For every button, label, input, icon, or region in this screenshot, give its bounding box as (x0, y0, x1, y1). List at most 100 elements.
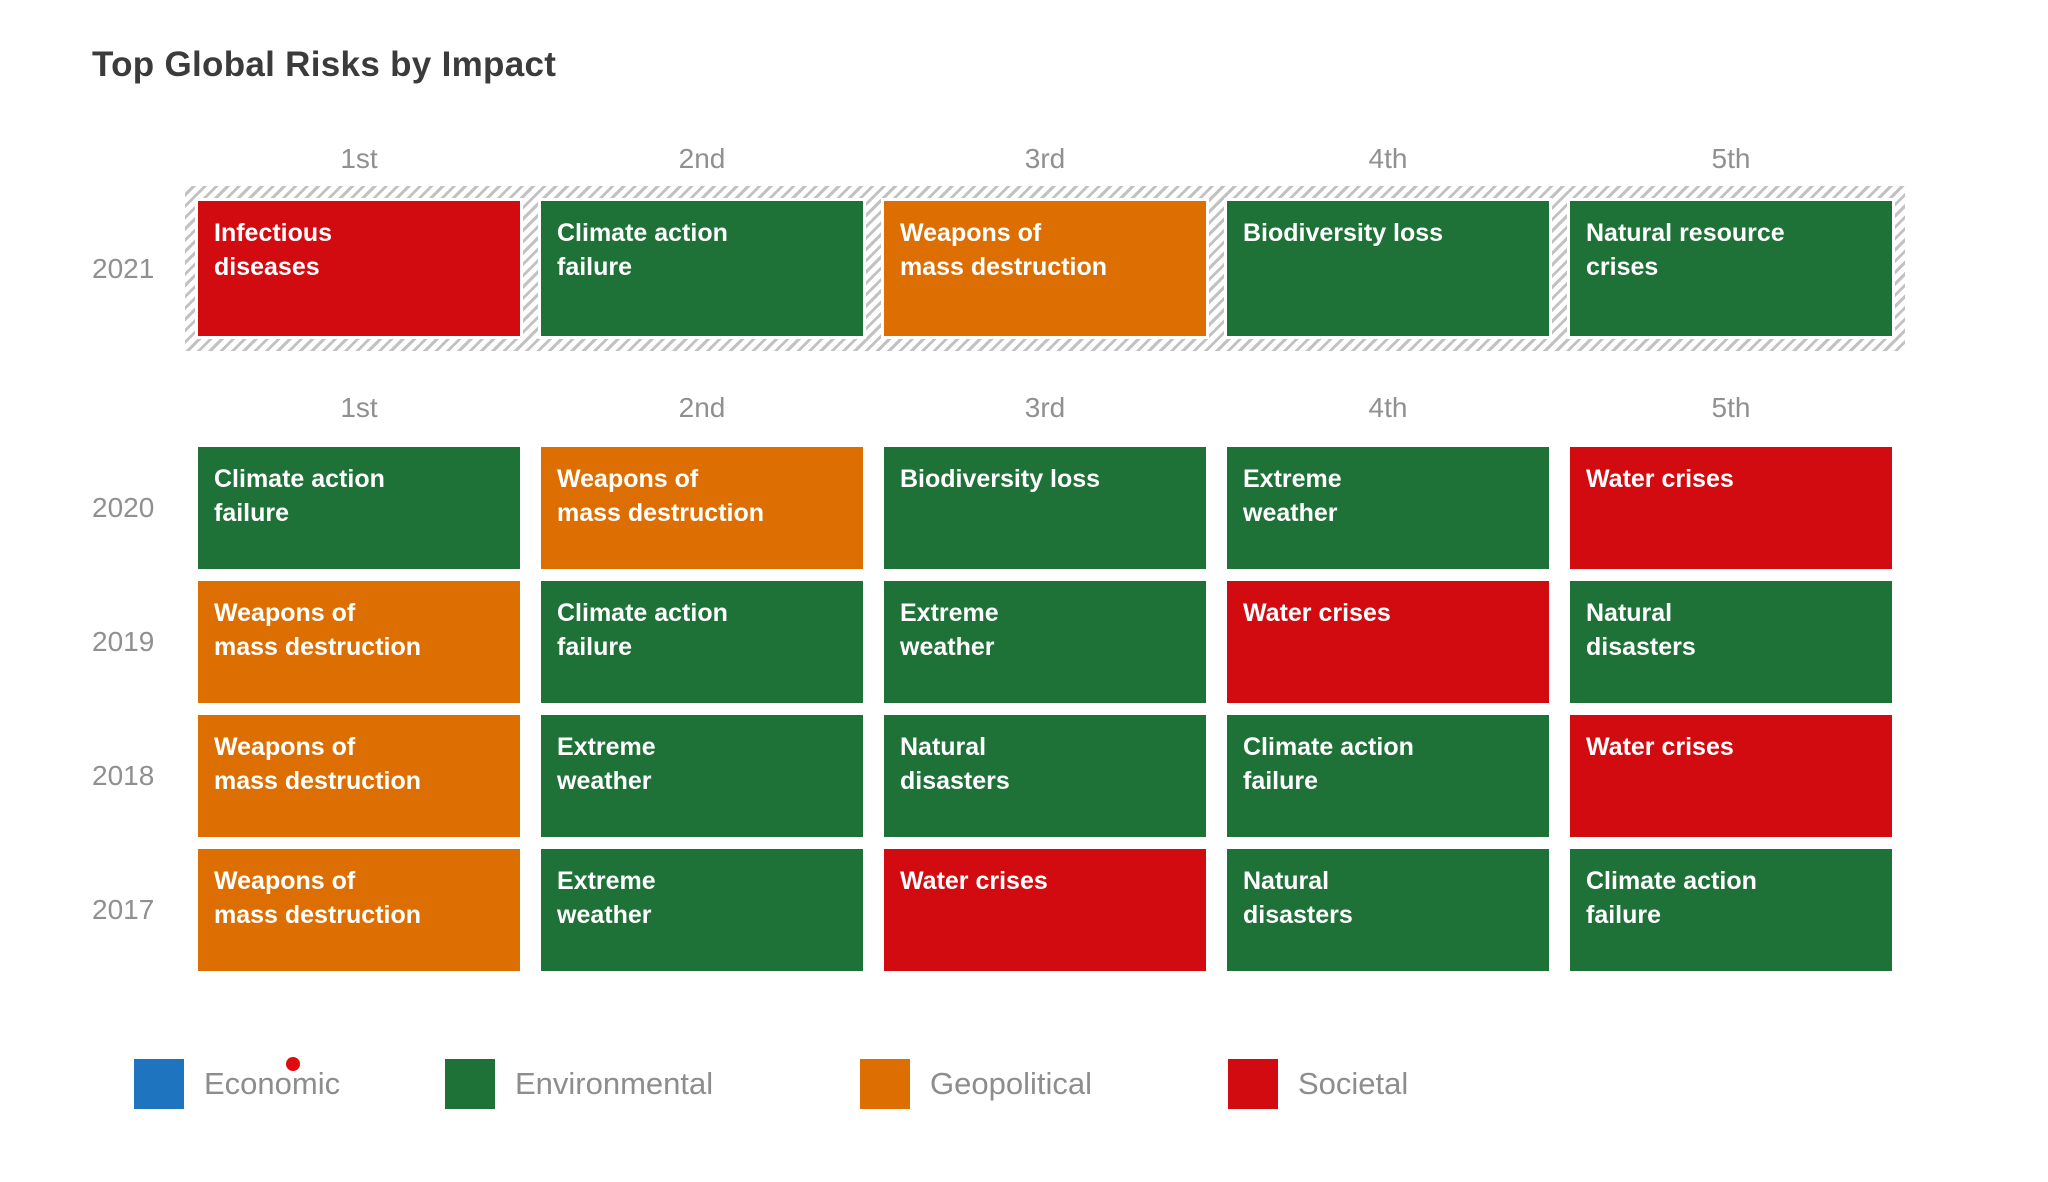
risk-cell-label: Natural disasters (900, 733, 1010, 795)
risk-cells: Weapons of mass destruction Extreme weath… (198, 715, 1892, 837)
year-row: 2017 Weapons of mass destruction Extreme w… (92, 849, 2048, 971)
risk-cell: Natural disasters (1570, 581, 1892, 703)
rank-header-cols: 1st 2nd 3rd 4th 5th (198, 391, 1892, 425)
legend-swatch-societal (1228, 1059, 1278, 1109)
risk-cell: Climate action failure (1227, 715, 1549, 837)
year-row: 2019 Weapons of mass destruction Climate a… (92, 581, 2048, 703)
year-label: 2020 (92, 492, 155, 523)
risk-cell-label: Water crises (1586, 465, 1734, 493)
year-gutter: 2021 (92, 186, 198, 351)
risk-cell-label: Extreme weather (557, 733, 656, 795)
risk-cell: Extreme weather (541, 849, 863, 971)
risk-cell: Biodiversity loss (1227, 201, 1549, 336)
year-label: 2021 (92, 252, 155, 284)
risk-cell: Water crises (1570, 715, 1892, 837)
risk-cell: Infectious diseases (198, 201, 520, 336)
risk-cell: Weapons of mass destruction (884, 201, 1206, 336)
year-row: 2018 Weapons of mass destruction Extreme w… (92, 715, 2048, 837)
risk-cell-label: Natural resource crises (1586, 219, 1785, 281)
risk-cell-label: Climate action failure (214, 465, 385, 527)
risk-grid: 1st 2nd 3rd 4th 5th 2021 Infectious diseases Cl… (92, 142, 2048, 971)
year-row: 2020 Climate action failure Weapons of mas… (92, 447, 2048, 569)
risk-cell: Climate action failure (541, 581, 863, 703)
year-gutter: 2018 (92, 715, 198, 837)
rank-header: 5th (1711, 392, 1751, 423)
risk-cells: Weapons of mass destruction Climate actio… (198, 581, 1892, 703)
risk-cell: Weapons of mass destruction (198, 715, 520, 837)
risk-cell: Climate action failure (1570, 849, 1892, 971)
risk-cell-label: Natural disasters (1243, 867, 1353, 929)
legend-item: Environmental (445, 1059, 860, 1109)
legend: Economic Environmental Geopolitical Societa… (134, 1057, 2048, 1109)
chart-title: Top Global Risks by Impact (92, 45, 557, 84)
rank-header: 2nd (678, 392, 726, 423)
rank-header: 2nd (678, 143, 726, 174)
rank-header: 5th (1711, 143, 1751, 174)
rank-header: 3rd (1024, 392, 1066, 423)
rank-header: 4th (1368, 143, 1408, 174)
risk-cell: Natural disasters (884, 715, 1206, 837)
risk-cell-label: Infectious diseases (214, 219, 333, 281)
risk-cell: Water crises (884, 849, 1206, 971)
legend-label: Societal (1298, 1066, 1409, 1101)
legend-swatch-environmental (445, 1059, 495, 1109)
rank-header-row: 1st 2nd 3rd 4th 5th (92, 391, 2048, 425)
legend-item: Economic (134, 1057, 445, 1109)
risk-cell-label: Extreme weather (557, 867, 656, 929)
rank-header: 1st (340, 143, 378, 174)
risk-cell: Natural disasters (1227, 849, 1549, 971)
legend-label: Economic (204, 1066, 341, 1101)
year-gutter: 2017 (92, 849, 198, 971)
risk-cell: Water crises (1570, 447, 1892, 569)
risk-cell-label: Weapons of mass destruction (900, 219, 1108, 281)
risk-cell: Extreme weather (884, 581, 1206, 703)
risk-cells: Climate action failure Weapons of mass de… (198, 447, 1892, 569)
year-gutter: 2019 (92, 581, 198, 703)
year-gutter (92, 391, 198, 425)
legend-swatch-geopolitical (860, 1059, 910, 1109)
risk-cell: Weapons of mass destruction (198, 581, 520, 703)
risk-cell: Biodiversity loss (884, 447, 1206, 569)
legend-item: Geopolitical (860, 1059, 1228, 1109)
risk-cell: Weapons of mass destruction (198, 849, 520, 971)
risk-cell-label: Extreme weather (1243, 465, 1342, 527)
risk-cell: Climate action failure (198, 447, 520, 569)
rank-header: 4th (1368, 392, 1408, 423)
risk-cell-label: Extreme weather (900, 599, 999, 661)
highlighted-year-row: 2021 Infectious diseases Climate action fa… (92, 186, 2048, 351)
risk-cell-label: Water crises (1586, 733, 1734, 761)
hatched-band: Infectious diseases Climate action failur… (185, 186, 1905, 351)
rank-header: 1st (340, 392, 378, 423)
risk-cells: Weapons of mass destruction Extreme weath… (198, 849, 1892, 971)
legend-swatch-economic (134, 1059, 184, 1109)
risk-cell-label: Climate action failure (1243, 733, 1414, 795)
risk-cell-label: Climate action failure (557, 219, 728, 281)
year-gutter: 2020 (92, 447, 198, 569)
red-dot-marker (286, 1057, 300, 1071)
risk-cell-label: Weapons of mass destruction (214, 599, 422, 661)
risk-cell-label: Weapons of mass destruction (214, 733, 422, 795)
risk-cell-label: Biodiversity loss (1243, 219, 1444, 247)
risk-cell: Natural resource crises (1570, 201, 1892, 336)
rank-header: 3rd (1024, 143, 1066, 174)
risk-cell: Weapons of mass destruction (541, 447, 863, 569)
risk-cell: Extreme weather (1227, 447, 1549, 569)
rank-header-row: 1st 2nd 3rd 4th 5th (92, 142, 2048, 176)
year-label: 2019 (92, 626, 155, 657)
risk-cell-label: Climate action failure (557, 599, 728, 661)
year-gutter (92, 142, 198, 176)
risk-cell-label: Natural disasters (1586, 599, 1696, 661)
risk-cell-label: Biodiversity loss (900, 465, 1101, 493)
rank-header-cols: 1st 2nd 3rd 4th 5th (198, 142, 1892, 176)
legend-item: Societal (1228, 1059, 1408, 1109)
year-label: 2017 (92, 894, 155, 925)
risk-cell-label: Climate action failure (1586, 867, 1757, 929)
legend-label: Geopolitical (930, 1066, 1092, 1101)
risk-cell-label: Weapons of mass destruction (214, 867, 422, 929)
year-label: 2018 (92, 760, 155, 791)
legend-label: Environmental (515, 1066, 714, 1101)
risk-cell: Extreme weather (541, 715, 863, 837)
risk-cell: Climate action failure (541, 201, 863, 336)
risk-cell: Water crises (1227, 581, 1549, 703)
